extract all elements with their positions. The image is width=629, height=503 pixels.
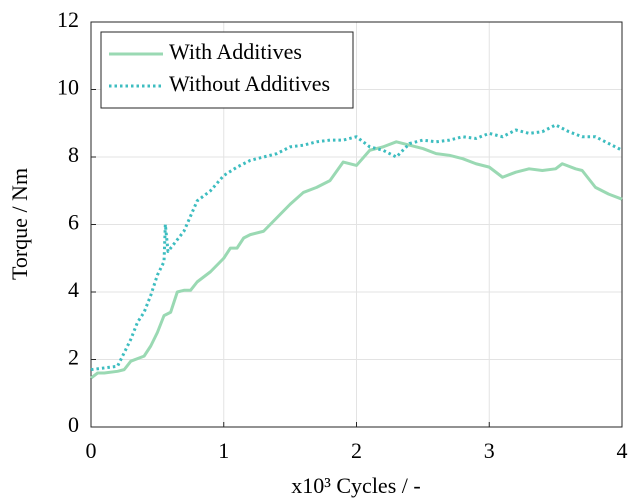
- x-tick-label: 0: [86, 438, 97, 463]
- y-tick-label: 8: [68, 142, 79, 167]
- x-tick-label: 4: [617, 438, 628, 463]
- x-axis-label: x10³ Cycles / -: [291, 473, 420, 498]
- y-tick-label: 10: [57, 75, 79, 100]
- x-tick-label: 2: [351, 438, 362, 463]
- y-tick-label: 0: [68, 412, 79, 437]
- y-tick-label: 4: [68, 277, 79, 302]
- legend-label: Without Additives: [169, 71, 330, 96]
- series-line: [90, 140, 623, 380]
- y-axis-label: Torque / Nm: [7, 168, 32, 280]
- x-tick-label: 1: [218, 438, 229, 463]
- y-tick-label: 6: [68, 210, 79, 235]
- series-line: [90, 123, 623, 372]
- y-tick-label: 12: [57, 7, 79, 32]
- x-tick-label: 3: [484, 438, 495, 463]
- y-tick-label: 2: [68, 345, 79, 370]
- legend-label: With Additives: [169, 39, 302, 64]
- legend-box: [100, 31, 354, 109]
- plot-frame: [90, 21, 623, 428]
